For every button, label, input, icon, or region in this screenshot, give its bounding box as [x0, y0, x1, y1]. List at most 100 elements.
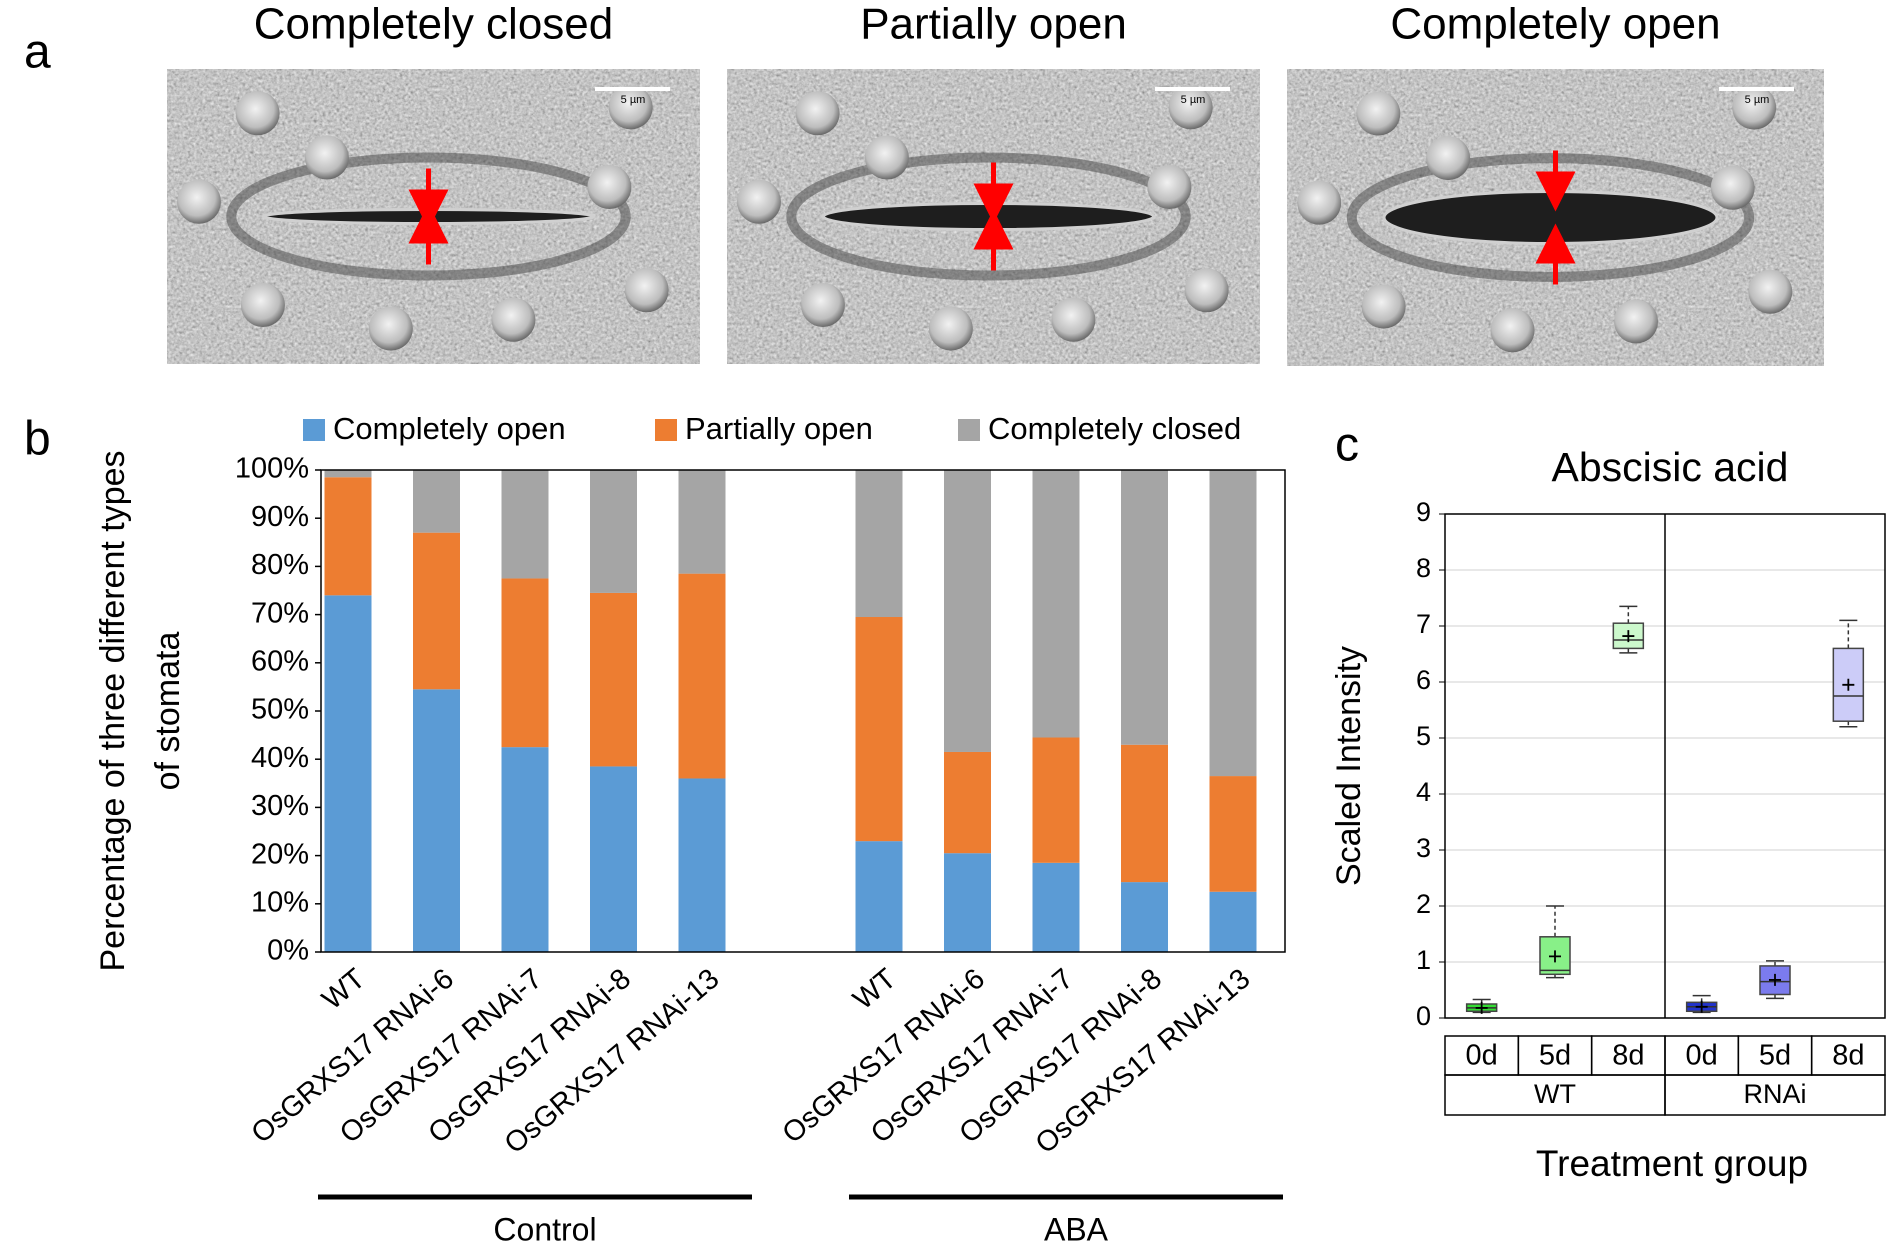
- scale-bar-label: 5 µm: [621, 94, 646, 106]
- x-tick-label: 8d: [1832, 1040, 1864, 1072]
- papilla: [1184, 268, 1229, 313]
- bar-segment: [678, 573, 726, 779]
- bar-segment: [501, 747, 549, 952]
- image-title: Partially open: [860, 0, 1127, 49]
- papilla: [1297, 180, 1342, 225]
- bar-segment: [1121, 882, 1168, 952]
- papilla: [1490, 308, 1535, 353]
- y-tick-label: 0%: [267, 935, 309, 967]
- bar-segment: [944, 470, 991, 752]
- y-tick-label: 9: [1416, 497, 1431, 527]
- legend-label: Partially open: [685, 411, 873, 446]
- papilla: [795, 91, 840, 136]
- papilla: [800, 283, 845, 327]
- x-tick-label: 0d: [1686, 1040, 1718, 1072]
- bar-segment: [944, 751, 991, 854]
- y-tick-label: 4: [1416, 777, 1431, 807]
- legend-swatch: [655, 419, 677, 441]
- papilla: [624, 268, 669, 313]
- papilla: [1614, 299, 1659, 344]
- guard-cells: [1346, 153, 1755, 282]
- papilla: [1710, 165, 1755, 210]
- x-tick-label: 5d: [1539, 1040, 1571, 1072]
- bar-segment: [1032, 470, 1080, 738]
- bar-segment: [324, 595, 372, 952]
- x-tick-label: WT: [316, 963, 371, 1017]
- bar-segment: [590, 592, 637, 767]
- papilla: [1426, 136, 1471, 181]
- bar-segment: [855, 470, 903, 618]
- papilla: [1051, 297, 1096, 342]
- chart-title: Abscisic acid: [1552, 444, 1789, 490]
- y-tick-label: 6: [1416, 665, 1431, 695]
- y-tick-label: 90%: [251, 501, 309, 533]
- papilla: [1748, 269, 1793, 314]
- papilla: [1732, 85, 1777, 130]
- bar-segment: [413, 689, 460, 952]
- bar-segment: [501, 470, 549, 579]
- bar-segment: [1121, 744, 1168, 883]
- pore: [261, 208, 596, 225]
- papilla: [1147, 165, 1192, 209]
- y-axis-label: of stomata: [149, 632, 187, 791]
- y-tick-label: 80%: [251, 549, 309, 581]
- bar-segment: [1209, 470, 1257, 777]
- group-label: WT: [1534, 1079, 1576, 1109]
- papilla: [608, 85, 653, 130]
- papilla: [240, 283, 285, 327]
- y-tick-label: 10%: [251, 886, 309, 918]
- legend-label: Completely open: [333, 411, 566, 446]
- bar-segment: [413, 470, 460, 533]
- y-tick-label: 70%: [251, 597, 309, 629]
- plot-frame: [320, 469, 1286, 953]
- bar-segment: [501, 578, 549, 748]
- bar-segment: [324, 477, 372, 596]
- papilla: [1356, 91, 1401, 136]
- bar-segment: [678, 470, 726, 574]
- y-tick-label: 2: [1416, 889, 1431, 919]
- mean-marker: [1549, 950, 1561, 963]
- guard-cells: [786, 152, 1191, 281]
- bar-segment: [1032, 862, 1080, 952]
- papilla: [235, 91, 280, 136]
- mean-marker: [1622, 630, 1635, 643]
- x-tick-label: WT: [847, 963, 902, 1017]
- y-tick-label: 8: [1416, 553, 1431, 583]
- bar-segment: [324, 470, 372, 478]
- pore: [1382, 190, 1719, 245]
- y-tick-label: 5: [1416, 721, 1431, 751]
- scale-bar-label: 5 µm: [1745, 94, 1770, 106]
- x-axis-label: Treatment group: [1536, 1143, 1808, 1184]
- bar-segment: [1209, 891, 1257, 952]
- plot-frame: [1444, 513, 1886, 1019]
- panel-label: c: [1335, 419, 1359, 472]
- y-tick-label: 100%: [235, 453, 309, 485]
- guard-cells: [226, 152, 631, 281]
- panel-label: a: [24, 26, 51, 79]
- y-tick-label: 30%: [251, 790, 309, 822]
- x-tick-label: 0d: [1466, 1040, 1498, 1072]
- panel-label: b: [24, 413, 51, 466]
- y-tick-label: 40%: [251, 742, 309, 774]
- scale-bar-label: 5 µm: [1181, 94, 1206, 106]
- bar-segment: [590, 470, 637, 593]
- mean-marker: [1475, 1001, 1488, 1014]
- y-axis-label: Scaled Intensity: [1330, 646, 1368, 886]
- group-label: RNAi: [1743, 1079, 1806, 1109]
- image-title: Completely closed: [254, 0, 614, 49]
- papilla: [864, 135, 909, 180]
- bar-segment: [1032, 737, 1080, 863]
- bar-segment: [1121, 470, 1168, 745]
- y-tick-label: 20%: [251, 838, 309, 870]
- papilla: [928, 306, 973, 351]
- papilla: [304, 135, 349, 180]
- image-title: Completely open: [1390, 0, 1720, 49]
- y-tick-label: 3: [1416, 833, 1431, 863]
- papilla: [176, 179, 221, 224]
- bar-segment: [590, 766, 637, 952]
- x-tick-label: 5d: [1759, 1040, 1791, 1072]
- papilla: [736, 179, 781, 224]
- y-tick-label: 60%: [251, 645, 309, 677]
